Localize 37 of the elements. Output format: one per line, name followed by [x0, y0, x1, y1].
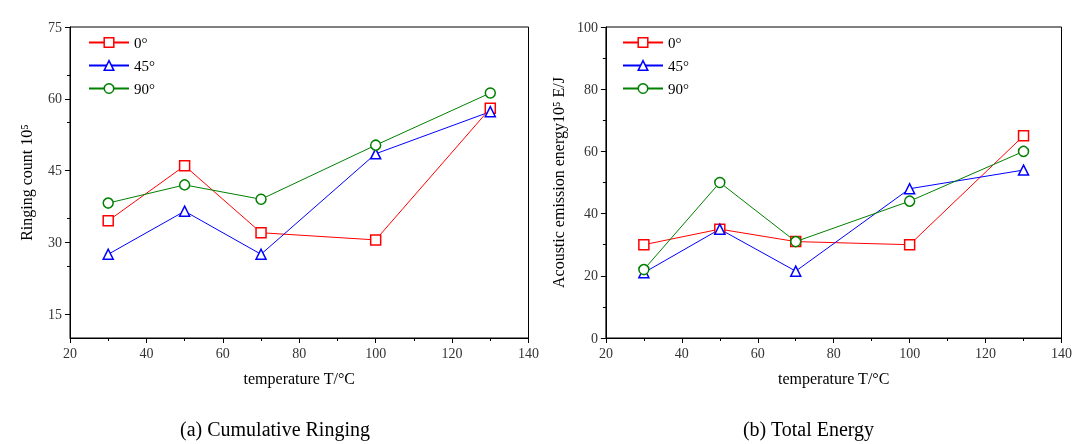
x-axis-title: temperature T/°C [778, 369, 890, 388]
legend-label: 90° [134, 80, 155, 97]
text: (a) Cumulative Ringing [180, 418, 370, 441]
x-tick-label: 140 [518, 345, 539, 361]
y-tick-label: 60 [48, 91, 62, 107]
x-tick-label: 100 [899, 345, 921, 361]
x-tick-label: 120 [441, 345, 463, 361]
y-tick-label: 0 [590, 330, 598, 346]
y-tick-label: 80 [583, 81, 598, 97]
x-tick-label: 80 [292, 345, 307, 361]
x-tick-label: 20 [63, 345, 77, 361]
x-tick-label: 20 [598, 345, 613, 361]
legend-label: 90° [668, 80, 689, 97]
x-tick-label: 40 [674, 345, 689, 361]
y-tick-label: 15 [48, 306, 62, 322]
y-tick-label: 60 [583, 143, 598, 159]
x-tick-label: 120 [975, 345, 997, 361]
legend-label: 45° [668, 57, 689, 74]
legend-label: 0° [668, 34, 682, 51]
y-tick-label: 20 [583, 268, 598, 284]
y-tick-label: 30 [48, 234, 62, 250]
x-tick-label: 40 [139, 345, 154, 361]
y-axis-title: Ringing count 10⁵ [17, 124, 36, 241]
text: (b) Total Energy [742, 418, 875, 441]
y-tick-label: 45 [48, 163, 62, 179]
x-tick-label: 140 [1051, 345, 1072, 361]
x-tick-label: 80 [826, 345, 841, 361]
x-tick-label: 60 [215, 345, 230, 361]
y-tick-label: 40 [583, 206, 598, 222]
x-tick-label: 100 [365, 345, 387, 361]
legend-label: 0° [134, 34, 148, 51]
y-tick-label: 100 [576, 19, 598, 35]
x-tick-label: 60 [750, 345, 765, 361]
legend-label: 45° [134, 57, 155, 74]
y-tick-label: 75 [48, 19, 62, 35]
x-axis-title: temperature T/°C [243, 369, 355, 388]
y-axis-title: Acoustic emission energy10⁵ E/J [549, 76, 568, 289]
